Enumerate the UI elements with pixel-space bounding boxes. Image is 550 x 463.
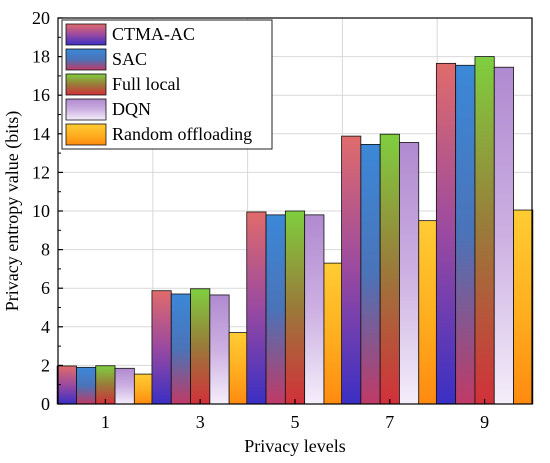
x-tick-label: 5 — [291, 412, 300, 432]
x-axis-label: Privacy levels — [244, 436, 345, 456]
bar-sac-level-1 — [76, 366, 97, 405]
bar-random-offloading-level-3 — [228, 332, 249, 405]
bar-ctma-ac-level-9 — [435, 62, 457, 405]
bar-ctma-ac-level-7 — [341, 135, 362, 405]
legend-label: Full local — [112, 74, 181, 94]
y-tick-label: 2 — [41, 355, 50, 375]
bar-dqn-level-5 — [304, 214, 325, 405]
legend-label: CTMA-AC — [112, 24, 195, 44]
legend-label: SAC — [112, 49, 147, 69]
bar-random-offloading-level-5 — [323, 262, 344, 405]
bars-group — [56, 56, 534, 405]
bar-random-offloading-level-7 — [418, 220, 439, 405]
x-tick-label: 9 — [480, 412, 489, 432]
x-axis: 1 3 5 7 9 — [101, 399, 489, 432]
bar-sac-level-9 — [455, 64, 476, 405]
legend-swatch — [65, 98, 107, 121]
y-tick-label: 20 — [32, 8, 50, 28]
bar-full-local-level-3 — [190, 288, 211, 405]
x-tick-label: 1 — [101, 412, 110, 432]
bar-full-local-level-9 — [474, 56, 495, 405]
bar-full-local-level-7 — [379, 133, 400, 405]
bar-sac-level-7 — [360, 144, 381, 405]
legend-swatch — [65, 48, 107, 71]
y-tick-label: 18 — [32, 47, 50, 67]
y-axis-label: Privacy entropy value (bits) — [2, 111, 23, 311]
bar-random-offloading-level-1 — [133, 373, 155, 405]
y-tick-label: 8 — [41, 240, 50, 260]
legend-swatch — [65, 123, 107, 146]
legend: CTMA-AC SAC Full local DQN Random offloading — [61, 19, 273, 150]
x-tick-label: 7 — [385, 412, 394, 432]
bar-dqn-level-1 — [114, 367, 135, 405]
y-tick-label: 14 — [32, 124, 50, 144]
bar-random-offloading-level-9 — [513, 209, 534, 405]
bar-dqn-level-9 — [493, 66, 514, 405]
bar-sac-level-5 — [265, 214, 286, 405]
y-tick-label: 4 — [41, 317, 50, 337]
x-tick-label: 3 — [196, 412, 205, 432]
bar-sac-level-3 — [170, 293, 191, 405]
bar-dqn-level-3 — [209, 294, 230, 405]
legend-swatch — [65, 23, 107, 46]
y-tick-label: 16 — [32, 85, 50, 105]
bar-ctma-ac-level-3 — [151, 290, 172, 405]
y-tick-label: 10 — [32, 201, 50, 221]
bar-full-local-level-1 — [95, 365, 116, 405]
y-tick-label: 0 — [41, 394, 50, 414]
legend-label: DQN — [112, 99, 151, 119]
legend-label: Random offloading — [112, 124, 252, 144]
bar-dqn-level-7 — [399, 142, 420, 405]
bar-full-local-level-5 — [284, 210, 306, 405]
y-axis: 0 2 4 6 8 10 12 14 16 18 20 — [32, 8, 63, 414]
y-tick-label: 6 — [41, 278, 50, 298]
bar-ctma-ac-level-5 — [246, 211, 267, 405]
y-tick-label: 12 — [32, 162, 50, 182]
legend-swatch — [65, 73, 107, 96]
